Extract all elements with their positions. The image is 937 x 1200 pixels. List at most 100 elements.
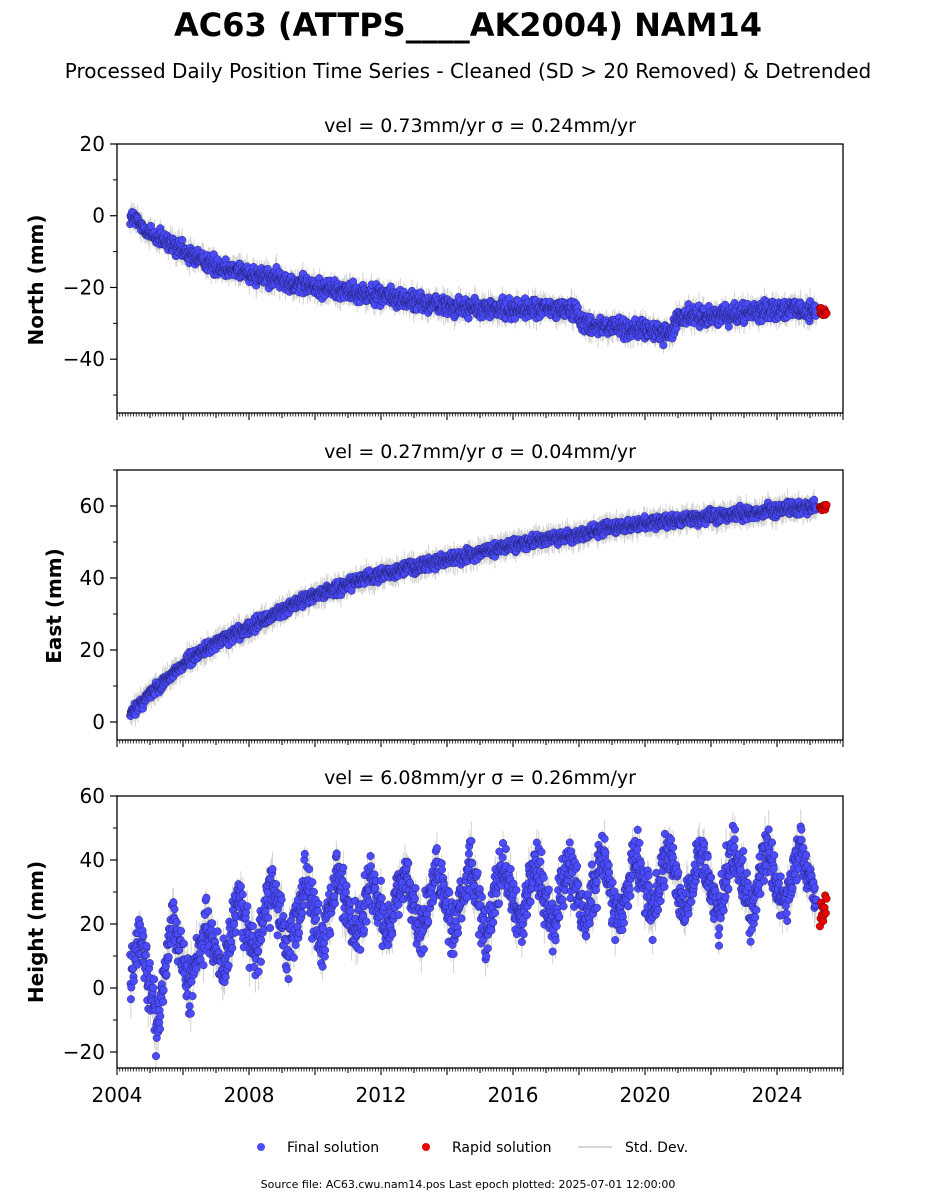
- panel-north-marks: [126, 201, 831, 354]
- final-point: [150, 975, 159, 984]
- final-point: [126, 995, 135, 1004]
- final-point: [238, 890, 247, 899]
- final-point: [318, 962, 327, 971]
- final-point: [321, 946, 330, 955]
- final-point: [159, 986, 168, 995]
- final-point: [349, 277, 358, 286]
- final-point: [141, 951, 150, 960]
- final-point: [176, 927, 185, 936]
- final-point: [279, 912, 288, 921]
- y-tick-label: 20: [80, 132, 105, 156]
- final-point: [295, 929, 304, 938]
- final-point: [129, 977, 138, 986]
- y-tick-label: −20: [63, 275, 105, 299]
- y-tick-label: 20: [80, 638, 105, 662]
- final-point: [298, 909, 307, 918]
- rapid-point: [822, 309, 831, 318]
- final-point: [256, 957, 265, 966]
- final-point: [332, 849, 341, 858]
- panel-east-ylabel: East (mm): [42, 548, 66, 664]
- rapid-solution-points: [815, 500, 831, 515]
- final-point: [151, 1052, 160, 1061]
- final-point: [164, 953, 173, 962]
- final-point: [326, 930, 335, 939]
- figure-title: AC63 (ATTPS____AK2004) NAM14: [174, 6, 762, 44]
- final-point: [268, 865, 277, 874]
- final-point: [172, 918, 181, 927]
- final-point: [139, 931, 148, 940]
- panel-north-plot: 20 0 −20 −40: [63, 132, 844, 420]
- final-point: [308, 878, 317, 887]
- final-point: [224, 961, 233, 970]
- final-point: [243, 902, 252, 911]
- final-point: [159, 997, 168, 1006]
- final-point: [266, 924, 275, 933]
- final-point: [300, 849, 309, 858]
- final-point: [291, 941, 300, 950]
- final-point: [724, 322, 733, 331]
- final-point: [178, 235, 187, 244]
- panel-height-title: vel = 6.08mm/yr σ = 0.26mm/yr: [324, 767, 636, 789]
- rapid-point: [822, 500, 831, 509]
- final-point: [284, 975, 293, 984]
- final-point: [236, 882, 245, 891]
- figure-subtitle: Processed Daily Position Time Series - C…: [65, 59, 871, 83]
- final-point: [179, 939, 188, 948]
- panel-north-title: vel = 0.73mm/yr σ = 0.24mm/yr: [324, 115, 636, 137]
- final-point: [289, 953, 298, 962]
- final-point: [330, 899, 339, 908]
- final-point: [149, 983, 158, 992]
- panel-height-ylabel: Height (mm): [24, 861, 48, 1003]
- final-point: [170, 905, 179, 914]
- y-tick-label: 40: [80, 566, 105, 590]
- panel-height-marks: [126, 809, 831, 1068]
- final-point: [312, 914, 321, 923]
- final-point: [227, 937, 236, 946]
- final-point: [254, 967, 263, 976]
- final-point: [282, 965, 291, 974]
- final-point: [162, 970, 171, 979]
- final-solution-points: [126, 821, 821, 1061]
- y-tick-label: 0: [92, 204, 105, 228]
- final-point: [342, 881, 351, 890]
- y-tick-label: −40: [63, 347, 105, 371]
- final-point: [221, 973, 230, 982]
- y-tick-label: 60: [80, 494, 105, 518]
- final-point: [257, 935, 266, 944]
- final-point: [142, 942, 151, 951]
- final-point: [186, 1009, 195, 1018]
- final-point: [347, 586, 356, 595]
- final-point: [156, 1012, 165, 1021]
- panel-east-title: vel = 0.27mm/yr σ = 0.04mm/yr: [324, 441, 636, 463]
- final-point: [199, 961, 208, 970]
- final-point: [185, 1002, 194, 1011]
- final-point: [169, 898, 178, 907]
- panel-east: vel = 0.27mm/yr σ = 0.04mm/yr East (mm) …: [42, 441, 844, 747]
- final-point: [155, 1024, 164, 1033]
- panel-north: vel = 0.73mm/yr σ = 0.24mm/yr North (mm)…: [24, 115, 844, 420]
- final-point: [277, 895, 286, 904]
- final-point: [228, 944, 237, 953]
- final-point: [248, 922, 257, 931]
- final-point: [145, 959, 154, 968]
- final-point: [314, 899, 323, 908]
- final-point: [339, 863, 348, 872]
- final-point: [202, 893, 211, 902]
- panel-height: vel = 6.08mm/yr σ = 0.26mm/yr Height (mm…: [24, 767, 844, 1107]
- final-point: [204, 907, 213, 916]
- final-point: [229, 920, 238, 929]
- rapid-solution-points: [815, 304, 831, 320]
- final-point: [464, 314, 473, 323]
- final-point: [187, 977, 196, 986]
- final-solution-points: [126, 495, 821, 721]
- panel-east-plot: 60 40 20 0: [80, 469, 844, 747]
- final-point: [208, 919, 217, 928]
- final-point: [659, 341, 668, 350]
- final-point: [213, 927, 222, 936]
- final-point: [309, 887, 318, 896]
- final-point: [313, 907, 322, 916]
- final-solution-points: [126, 208, 821, 350]
- final-point: [305, 865, 314, 874]
